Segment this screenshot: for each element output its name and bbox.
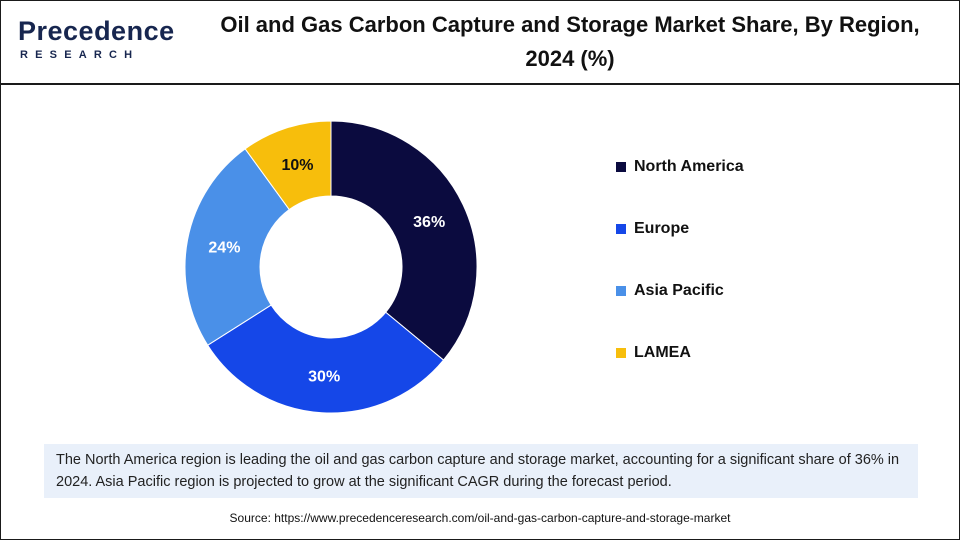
legend-item-north-america: North America [616,155,744,179]
legend-label: Asia Pacific [634,282,724,299]
data-label-asia-pacific: 24% [208,240,240,257]
donut-chart: 36% 30% 24% 10% [184,120,478,414]
summary-note: The North America region is leading the … [44,444,918,498]
data-label-europe: 30% [308,368,340,385]
legend-label: North America [634,158,744,175]
legend-label: Europe [634,220,690,237]
legend-swatch [616,348,626,358]
donut-data-labels: 36% 30% 24% 10% [208,157,445,385]
data-label-lamea: 10% [281,157,313,174]
chart-title: Oil and Gas Carbon Capture and Storage M… [220,12,920,71]
legend-item-lamea: LAMEA [616,341,691,365]
slice-lamea [244,120,332,211]
legend-item-asia-pacific: Asia Pacific [616,279,724,303]
logo-wordmark: Precedence [18,16,175,46]
donut-slices [184,120,478,414]
legend-swatch [616,286,626,296]
slice-asia-pacific [184,148,290,346]
slice-north-america [330,120,478,361]
legend-swatch [616,224,626,234]
logo-subtitle: RESEARCH [20,49,140,61]
precedence-research-logo: Precedence RESEARCH [18,14,174,64]
slice-europe [207,304,445,414]
header-divider [0,83,960,85]
legend-label: LAMEA [634,344,691,361]
source-citation: Source: https://www.precedenceresearch.c… [229,511,731,525]
legend-item-europe: Europe [616,217,689,241]
legend-swatch [616,162,626,172]
data-label-north-america: 36% [413,214,445,231]
